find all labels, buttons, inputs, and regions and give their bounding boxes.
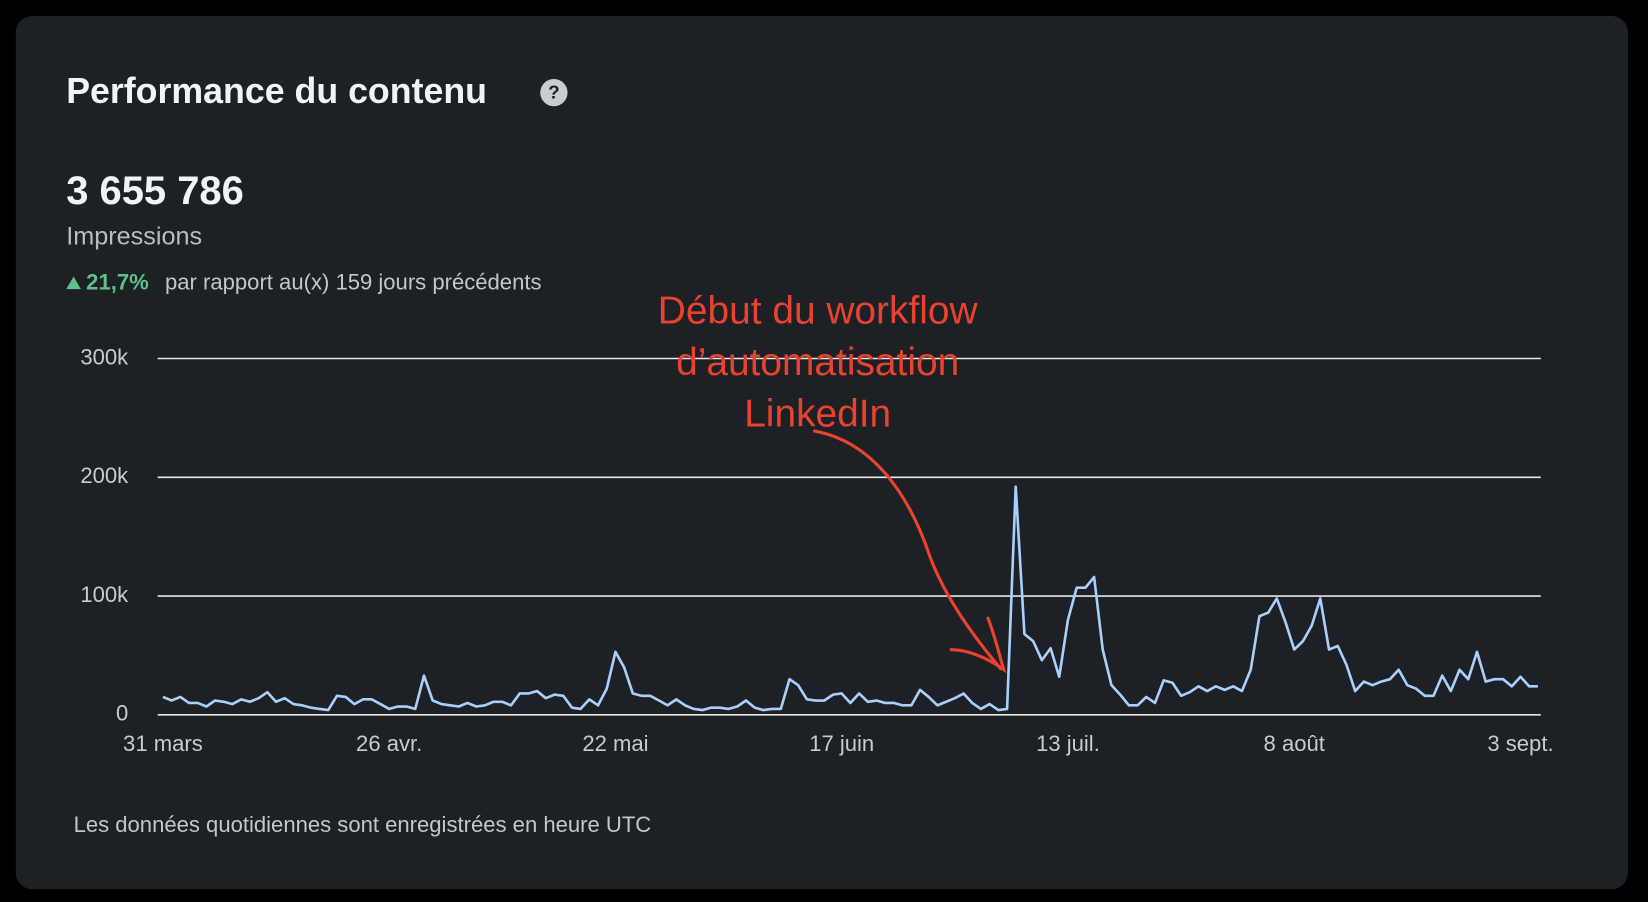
annotation: LinkedIn <box>744 393 891 436</box>
comparison: par rapport au(x) 159 jours précédents <box>165 270 542 295</box>
y-tick-label: 200k <box>80 463 129 488</box>
x-tick-label: 26 avr. <box>356 731 422 756</box>
change: 21,7% <box>86 270 149 295</box>
y-tick-label: 0 <box>116 701 128 726</box>
card <box>15 15 1629 890</box>
x-tick-label: 3 sept. <box>1487 731 1553 756</box>
annotation: Début du workflow <box>658 290 979 333</box>
annotation: d’automatisation <box>676 341 959 384</box>
metric: Impressions <box>66 222 202 250</box>
footer: Les données quotidiennes sont enregistré… <box>74 812 652 837</box>
x-tick-label: 13 juil. <box>1036 731 1100 756</box>
up-arrow <box>66 276 81 290</box>
y-tick-label: 100k <box>80 582 129 607</box>
x-tick-label: 22 mai <box>582 731 648 756</box>
help-icon[interactable]: ? <box>540 78 568 107</box>
title: Performance du contenu <box>66 71 487 111</box>
annotation-arrow <box>812 429 1007 674</box>
svg-text:?: ? <box>548 83 560 104</box>
impressions-line <box>162 485 1538 712</box>
y-tick-label: 300k <box>80 344 129 369</box>
x-tick-label: 31 mars <box>123 731 203 756</box>
x-tick-label: 17 juin <box>809 731 874 756</box>
total: 3 655 786 <box>66 169 244 213</box>
x-tick-label: 8 août <box>1264 731 1325 756</box>
